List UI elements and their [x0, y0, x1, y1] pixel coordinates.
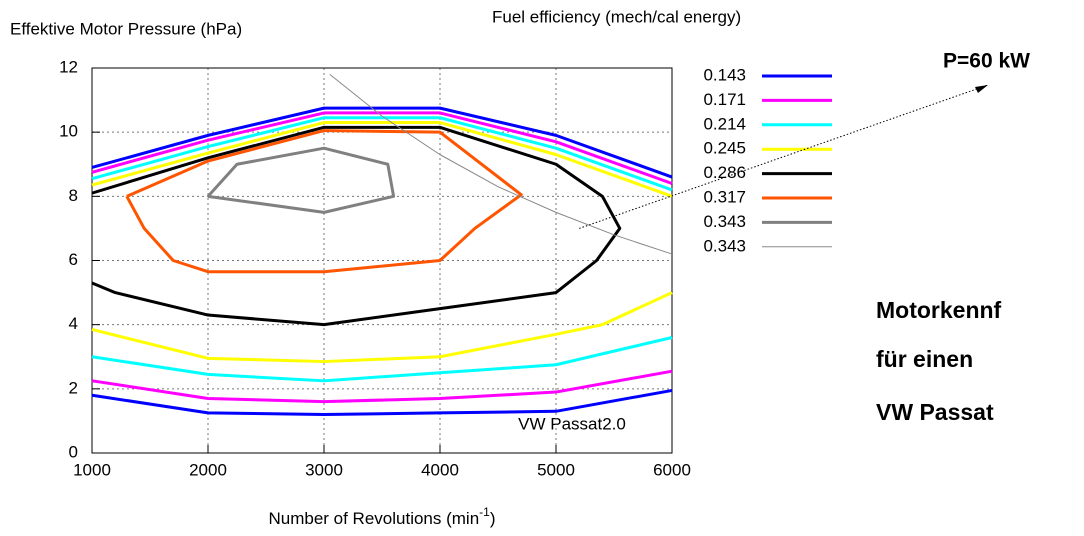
y-tick-label: 6: [69, 250, 78, 269]
x-axis-label-text: Number of Revolutions (min: [268, 509, 479, 528]
y-axis-label: Effektive Motor Pressure (hPa): [10, 19, 242, 38]
annotation-arrowhead: [975, 85, 988, 93]
plot-frame: [91, 67, 673, 454]
legend-label: 0.245: [703, 139, 746, 158]
contour-line: [91, 116, 673, 383]
x-tick-label: 4000: [421, 460, 459, 479]
contour-line: [91, 121, 673, 364]
x-tick-label: 5000: [537, 460, 575, 479]
contour-line: [329, 74, 673, 255]
x-axis-label-sup: -1: [479, 505, 490, 519]
x-tick-label: 3000: [305, 460, 343, 479]
x-tick-label: 6000: [653, 460, 691, 479]
contour-line: [91, 111, 673, 404]
annotation: VW Passat: [876, 399, 994, 425]
legend-label: 0.143: [703, 65, 746, 84]
x-axis-label: Number of Revolutions (min-1): [268, 505, 495, 528]
legend-title: Fuel efficiency (mech/cal energy): [492, 7, 741, 26]
x-axis-label-close: ): [490, 509, 496, 528]
contour-line: [91, 106, 673, 416]
legend-label: 0.343: [703, 212, 746, 231]
legend-label: 0.171: [703, 90, 746, 109]
y-tick-label: 2: [69, 378, 78, 397]
y-tick-label: 0: [69, 442, 78, 461]
contour-line: [206, 146, 396, 214]
contour-line: [125, 129, 523, 274]
x-tick-label: 1000: [73, 460, 111, 479]
legend-label: 0.343: [703, 236, 746, 255]
contour-line: [91, 125, 622, 327]
annotation-arrow: [579, 84, 989, 229]
annotation: P=60 kW: [943, 50, 1030, 73]
y-tick-label: 12: [59, 57, 78, 76]
x-tick-label: 2000: [189, 460, 227, 479]
annotation: für einen: [876, 346, 973, 372]
annotation: VW Passat2.0: [518, 414, 626, 433]
y-tick-label: 10: [59, 122, 78, 141]
y-tick-label: 8: [69, 186, 78, 205]
y-tick-label: 4: [69, 314, 78, 333]
legend-label: 0.286: [703, 163, 746, 182]
legend-label: 0.214: [703, 114, 746, 133]
legend-label: 0.317: [703, 187, 746, 206]
annotation: Motorkennf: [876, 297, 1002, 323]
